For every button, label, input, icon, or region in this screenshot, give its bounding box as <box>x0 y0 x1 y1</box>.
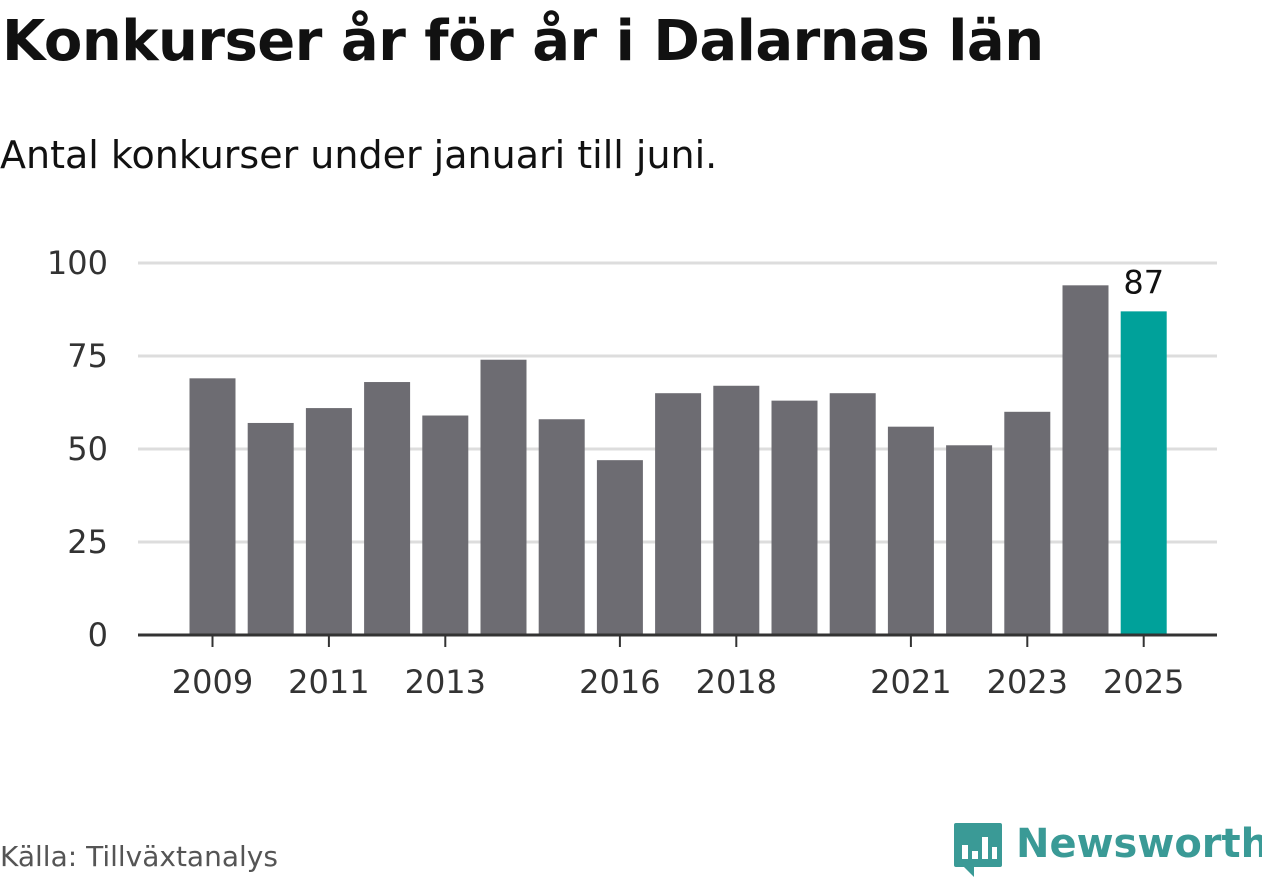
bar-chart: 0 25 50 75 100 2009 2011 2013 2016 2018 2021 2023 20… <box>47 244 1217 701</box>
bar <box>596 460 643 635</box>
chart-subtitle: Antal konkurser under januari till juni. <box>0 133 718 177</box>
y-tick-label: 25 <box>67 523 108 561</box>
y-tick-label: 50 <box>67 430 108 468</box>
y-tick-label: 75 <box>67 337 108 375</box>
x-tick-label: 2021 <box>870 663 951 701</box>
chart-title: Konkurser år för år i Dalarnas län <box>2 9 1044 74</box>
data-label: 87 <box>1123 263 1164 301</box>
y-tick-label: 0 <box>88 616 108 654</box>
bar <box>655 393 702 635</box>
bar <box>422 415 469 635</box>
bar <box>189 378 236 635</box>
source-note: Källa: Tillväxtanalys <box>0 840 278 873</box>
bar <box>1062 285 1109 635</box>
x-tick-label: 2011 <box>288 663 369 701</box>
bar <box>538 419 585 635</box>
bar <box>946 445 993 635</box>
bar <box>364 382 411 635</box>
bar <box>1004 411 1051 635</box>
brand-name: Newsworthy <box>1016 821 1262 867</box>
x-tick-label: 2023 <box>987 663 1068 701</box>
bar <box>771 400 818 635</box>
bar <box>887 426 934 635</box>
y-tick-label: 100 <box>47 244 108 282</box>
x-tick-label: 2016 <box>579 663 660 701</box>
bar <box>247 422 294 635</box>
x-tick-label: 2013 <box>405 663 486 701</box>
bar <box>1120 311 1167 635</box>
bar <box>713 385 760 635</box>
bar <box>305 408 352 635</box>
newsworthy-logo: Newsworthy <box>950 818 1262 878</box>
x-tick-label: 2018 <box>696 663 777 701</box>
bar-chart-speech-bubble-icon <box>954 823 1002 877</box>
bar <box>829 393 876 635</box>
x-tick-label: 2009 <box>172 663 253 701</box>
bar <box>480 359 527 635</box>
x-tick-label: 2025 <box>1103 663 1184 701</box>
